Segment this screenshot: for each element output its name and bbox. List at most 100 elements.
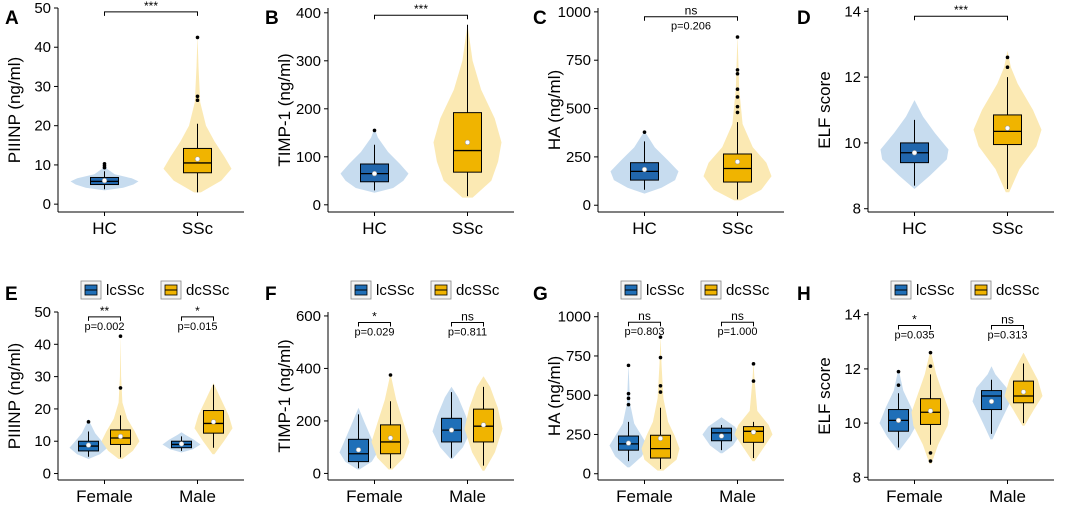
mean-point — [734, 159, 741, 165]
y-axis-title: ELF score — [815, 71, 834, 148]
y-tick-label: 600 — [296, 308, 321, 325]
violin-dcssc — [101, 334, 140, 459]
y-axis-title: TIMP-1 (ng/ml) — [275, 53, 294, 166]
y-tick-label: 400 — [296, 360, 321, 377]
outlier-point — [1005, 55, 1010, 60]
outlier-point — [928, 364, 933, 368]
y-tick-label: 1000 — [558, 4, 591, 21]
x-tick-label: HC — [632, 219, 657, 238]
mean-point — [625, 440, 632, 446]
x-tick-label: Male — [989, 487, 1026, 506]
y-tick-label: 10 — [34, 157, 51, 174]
box-dcssc — [650, 434, 671, 459]
significance-label: ns — [1001, 313, 1014, 327]
outlier-point — [896, 383, 901, 387]
p-value-label: p=0.015 — [177, 321, 217, 333]
mean-point — [895, 417, 902, 423]
panel-letter: G — [533, 284, 548, 305]
significance-bracket — [644, 16, 738, 21]
p-value-label: p=1.000 — [717, 326, 757, 338]
outlier-point — [735, 87, 740, 92]
outlier-point — [751, 379, 756, 383]
y-tick-label: 0 — [313, 465, 321, 482]
panel-h: H ELF score 8 10 12 14 Female Male * p=0.035 ns p=0… — [797, 280, 1054, 506]
outlier-point — [751, 362, 756, 366]
significance-bracket — [991, 325, 1024, 330]
violin-ssc — [703, 35, 772, 201]
x-tick-label: Male — [179, 487, 216, 506]
mean-point — [480, 422, 487, 428]
significance-bracket — [451, 322, 484, 327]
significance-label: * — [195, 304, 200, 318]
significance-bracket — [358, 322, 391, 327]
x-tick-label: HC — [902, 219, 927, 238]
y-tick-label: 250 — [566, 426, 591, 443]
panel-letter: F — [265, 284, 277, 305]
outlier-point — [118, 386, 123, 390]
y-tick-label: 200 — [296, 413, 321, 430]
outlier-point — [735, 35, 740, 39]
legend-label: dcSSc — [726, 282, 770, 299]
mean-point — [1020, 389, 1027, 395]
y-tick-label: 250 — [566, 149, 591, 166]
violin-ssc — [163, 35, 232, 193]
y-tick-label: 0 — [583, 197, 591, 214]
significance-label: * — [372, 310, 377, 324]
y-tick-label: 500 — [566, 387, 591, 404]
x-tick-label: Male — [719, 487, 756, 506]
x-tick-label: Female — [886, 487, 943, 506]
outlier-point — [195, 94, 200, 99]
mean-point — [448, 427, 455, 433]
legend: lcSSc dcSSc — [350, 280, 500, 300]
panel-d: D ELF score 8 10 12 14 HC SSc *** — [797, 3, 1054, 238]
outlier-point — [642, 130, 647, 134]
x-tick-label: Female — [76, 487, 133, 506]
panel-a: A PIIINP (ng/ml) 0 10 20 30 40 50 HC SSc *** — [5, 0, 244, 238]
mean-point — [387, 435, 394, 441]
significance-bracket — [104, 11, 198, 16]
y-tick-label: 20 — [34, 401, 51, 418]
y-axis-title: PIIINP (ng/ml) — [5, 57, 24, 163]
legend-label: lcSSc — [646, 282, 685, 299]
y-tick-label: 12 — [844, 361, 861, 378]
x-tick-label: Female — [346, 487, 403, 506]
significance-label: ns — [638, 309, 651, 323]
panel-letter: C — [533, 8, 547, 29]
y-tick-label: 40 — [34, 336, 51, 353]
mean-point — [355, 447, 362, 453]
significance-bracket — [914, 15, 1008, 21]
significance-label: *** — [954, 3, 968, 17]
outlier-point — [102, 161, 107, 166]
panel-letter: D — [797, 8, 811, 29]
y-tick-label: 0 — [313, 197, 321, 214]
legend-label: dcSSc — [186, 282, 230, 299]
x-tick-label: SSc — [992, 219, 1024, 238]
y-tick-label: 0 — [43, 196, 51, 213]
outlier-point — [928, 350, 933, 355]
y-axis-title: ELF score — [815, 357, 834, 434]
x-tick-label: Female — [616, 487, 673, 506]
mean-point — [117, 433, 124, 439]
x-tick-label: SSc — [182, 219, 214, 238]
mean-point — [101, 178, 108, 184]
outlier-point — [735, 104, 740, 109]
mean-point — [911, 150, 918, 156]
y-tick-label: 30 — [34, 369, 51, 386]
outlier-point — [658, 383, 663, 388]
mean-point — [718, 433, 725, 439]
outlier-point — [658, 355, 663, 360]
y-tick-label: 14 — [844, 307, 861, 324]
significance-bracket — [374, 14, 468, 20]
y-tick-label: 14 — [844, 3, 861, 20]
legend: lcSSc dcSSc — [620, 280, 770, 300]
y-tick-label: 50 — [34, 0, 51, 17]
mean-point — [464, 139, 471, 145]
y-tick-label: 300 — [296, 53, 321, 70]
significance-label: ns — [461, 310, 474, 324]
mean-point — [85, 442, 92, 448]
y-tick-label: 50 — [34, 304, 51, 321]
outlier-point — [928, 459, 933, 463]
y-tick-label: 8 — [853, 469, 861, 486]
mean-point — [750, 429, 757, 435]
outlier-point — [626, 363, 631, 368]
